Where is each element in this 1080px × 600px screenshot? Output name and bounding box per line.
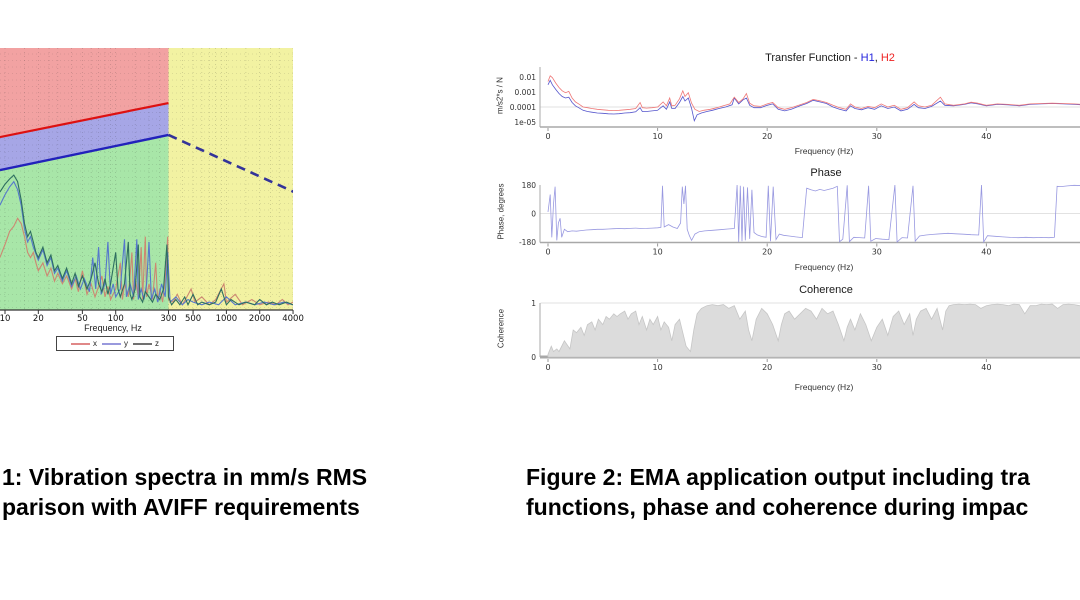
transfer-function-x-axis-label: Frequency (Hz) — [794, 146, 854, 156]
tf-y-tick-label: 0.0001 — [510, 103, 536, 112]
fig1-x-tick-label: 2000 — [249, 314, 271, 324]
phase-plot-area — [547, 184, 1080, 244]
phase-x-tick-label: 20 — [762, 248, 772, 257]
legend-label-z: z — [155, 339, 159, 348]
figure1-caption-line2: parison with AVIFF requirements — [2, 494, 360, 520]
phase-y-axis-label: Phase, degrees — [496, 183, 506, 240]
fig1-legend-item-x: x — [71, 339, 97, 348]
region-blue-band — [0, 103, 169, 170]
tf-plot-area — [547, 75, 1080, 123]
limit-line-red — [0, 101, 169, 139]
tf-x-tick-label: 0 — [545, 132, 550, 141]
tf-y-tick-label: 0.001 — [515, 88, 537, 97]
limit-line-blue — [0, 133, 169, 172]
phase-x-tick-label: 10 — [653, 248, 663, 257]
fig1-legend-item-y: y — [102, 339, 128, 348]
fig1-plot-area — [0, 48, 293, 310]
transfer-function-title: Transfer Function - H1, H2 — [700, 52, 960, 64]
legend-label-y: y — [124, 339, 128, 348]
coherence-x-axis-label: Frequency (Hz) — [794, 382, 854, 392]
phase-x-tick-label: 30 — [872, 248, 882, 257]
phase-x-tick-label: 40 — [981, 248, 991, 257]
coherence-x-tick-label: 0 — [545, 363, 550, 372]
tf-x-tick-label: 10 — [653, 132, 663, 141]
legend-line-swatch-y — [102, 342, 121, 345]
limit-line-dashed — [167, 133, 293, 193]
title-h1: H1 — [860, 52, 875, 64]
figure2-caption-line2: functions, phase and coherence during im… — [526, 494, 1029, 520]
region-yellow-zone — [168, 48, 293, 310]
fig1-legend-item-z: z — [133, 339, 159, 348]
fig1-x-tick-label: 50 — [77, 314, 88, 324]
fig1-x-tick-label: 10 — [0, 314, 10, 324]
tf-x-tick-label: 20 — [762, 132, 772, 141]
figure1-caption-line1: 1: Vibration spectra in mm/s RMS — [2, 464, 368, 490]
phase-title: Phase — [810, 167, 842, 179]
series-z — [0, 174, 293, 307]
legend-line-swatch-z — [133, 342, 152, 345]
legend-label-x: x — [93, 339, 97, 348]
coherence-x-tick-label: 40 — [981, 363, 991, 372]
fig1-legend: x y z — [56, 336, 174, 351]
fig1-x-tick-label: 4000 — [282, 314, 304, 324]
coherence-y-axis-label: Coherence — [496, 308, 506, 349]
title-prefix: Transfer Function - — [765, 52, 861, 64]
series-phase — [547, 184, 1080, 244]
phase-x-tick-label: 0 — [545, 248, 550, 257]
coherence-x-tick-label: 10 — [653, 363, 663, 372]
fig1-x-tick-label: 1000 — [216, 314, 238, 324]
tf-y-tick-label: 1e-05 — [514, 118, 536, 127]
tf-x-tick-label: 40 — [981, 132, 991, 141]
title-h2: H2 — [880, 52, 895, 64]
coherence-y-tick-label: 1 — [531, 299, 536, 308]
coherence-plot-area — [547, 303, 1080, 358]
coherence-x-tick-label: 20 — [762, 363, 772, 372]
fig1-x-axis-label: Frequency, Hz — [84, 323, 142, 333]
coherence-x-tick-label: 30 — [872, 363, 882, 372]
title-sep: , — [874, 52, 881, 64]
phase-x-axis-label: Frequency (Hz) — [794, 262, 854, 272]
coherence-y-tick-label: 0 — [531, 353, 536, 362]
fig1-x-tick-label: 20 — [33, 314, 44, 324]
phase-y-tick-label: -180 — [519, 238, 536, 247]
series-coherence-area — [547, 303, 1080, 358]
series-H1 — [547, 79, 1080, 123]
figure2-caption-line1: Figure 2: EMA application output includi… — [526, 464, 1030, 490]
tf-x-tick-label: 30 — [872, 132, 882, 141]
figure2-caption: Figure 2: EMA application output includi… — [526, 462, 1080, 522]
coherence-title: Coherence — [799, 284, 853, 296]
transfer-function-y-axis-label: m/s2*s / N — [495, 77, 505, 114]
region-red-zone — [0, 48, 169, 137]
series-y — [0, 180, 293, 306]
fig1-x-tick-label: 100 — [108, 314, 124, 324]
fig1-x-tick-label: 500 — [185, 314, 201, 324]
series-H2 — [547, 75, 1080, 112]
legend-line-swatch-x — [71, 342, 90, 345]
phase-y-tick-label: 180 — [522, 181, 537, 190]
tf-y-tick-label: 0.01 — [519, 73, 536, 82]
phase-y-tick-label: 0 — [531, 210, 536, 219]
fig1-x-tick-label: 300 — [160, 314, 176, 324]
figure1-caption: 1: Vibration spectra in mm/s RMS parison… — [2, 462, 367, 522]
